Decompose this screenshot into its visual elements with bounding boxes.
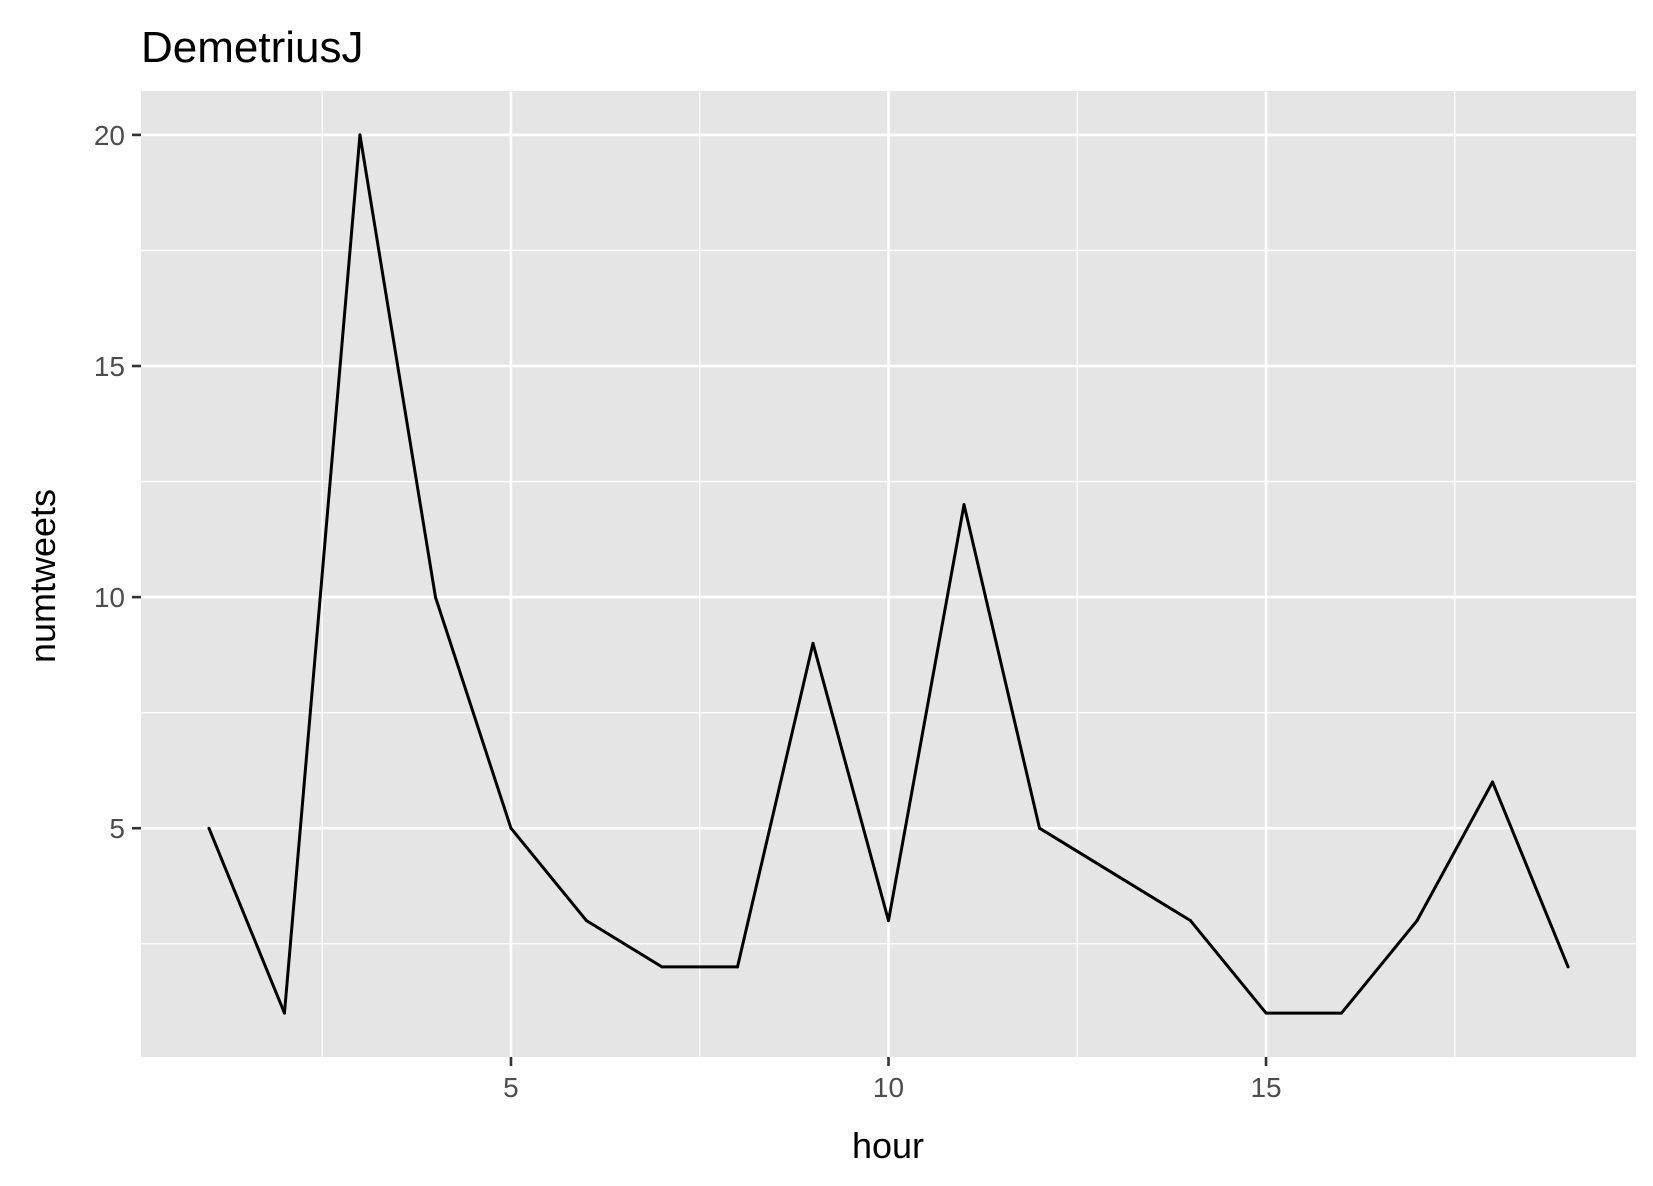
data-point	[1113, 872, 1117, 876]
data-point	[1189, 919, 1193, 923]
data-point	[509, 826, 513, 830]
data-point	[1566, 965, 1570, 969]
x-axis: 5 10 15	[503, 1057, 1282, 1103]
data-point	[735, 965, 739, 969]
data-point	[1038, 826, 1042, 830]
y-tick-label: 15	[94, 351, 125, 382]
data-point	[1340, 1011, 1344, 1015]
y-axis: 5 10 15 20	[94, 120, 141, 844]
data-point	[811, 641, 815, 645]
series-layer	[207, 133, 1570, 1015]
data-point	[887, 919, 890, 923]
data-point	[207, 826, 211, 830]
data-point	[1415, 919, 1419, 923]
data-point	[584, 919, 588, 923]
data-point	[358, 133, 362, 137]
x-tick-label: 10	[873, 1072, 904, 1103]
y-axis-title: numtweets	[22, 489, 63, 663]
data-point	[1491, 780, 1495, 784]
y-tick-label: 5	[109, 813, 125, 844]
data-point	[660, 965, 664, 969]
y-tick-label: 20	[94, 120, 125, 151]
major-gridlines	[141, 91, 1636, 1057]
data-point	[282, 1011, 286, 1015]
data-point	[962, 503, 966, 507]
x-tick-label: 5	[503, 1072, 519, 1103]
data-point	[433, 595, 437, 599]
x-tick-label: 15	[1250, 1072, 1281, 1103]
y-tick-label: 10	[94, 582, 125, 613]
data-point	[1264, 1011, 1268, 1015]
chart-title: DemetriusJ	[141, 23, 364, 72]
x-axis-title: hour	[852, 1125, 924, 1166]
